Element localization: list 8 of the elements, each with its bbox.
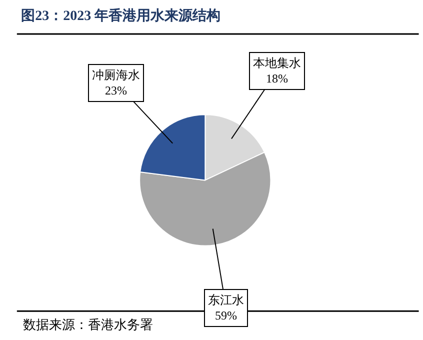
- chart-title: 图23：2023 年香港用水来源结构: [21, 8, 221, 24]
- data-label: 18%: [266, 72, 288, 86]
- slice-label: 东江水: [208, 293, 244, 307]
- slice-label: 本地集水: [253, 56, 301, 70]
- slice-label: 冲厕海水: [92, 68, 140, 82]
- data-label: 59%: [215, 308, 237, 323]
- source-note: 数据来源：香港水务署: [23, 317, 153, 332]
- data-label: 23%: [105, 84, 127, 98]
